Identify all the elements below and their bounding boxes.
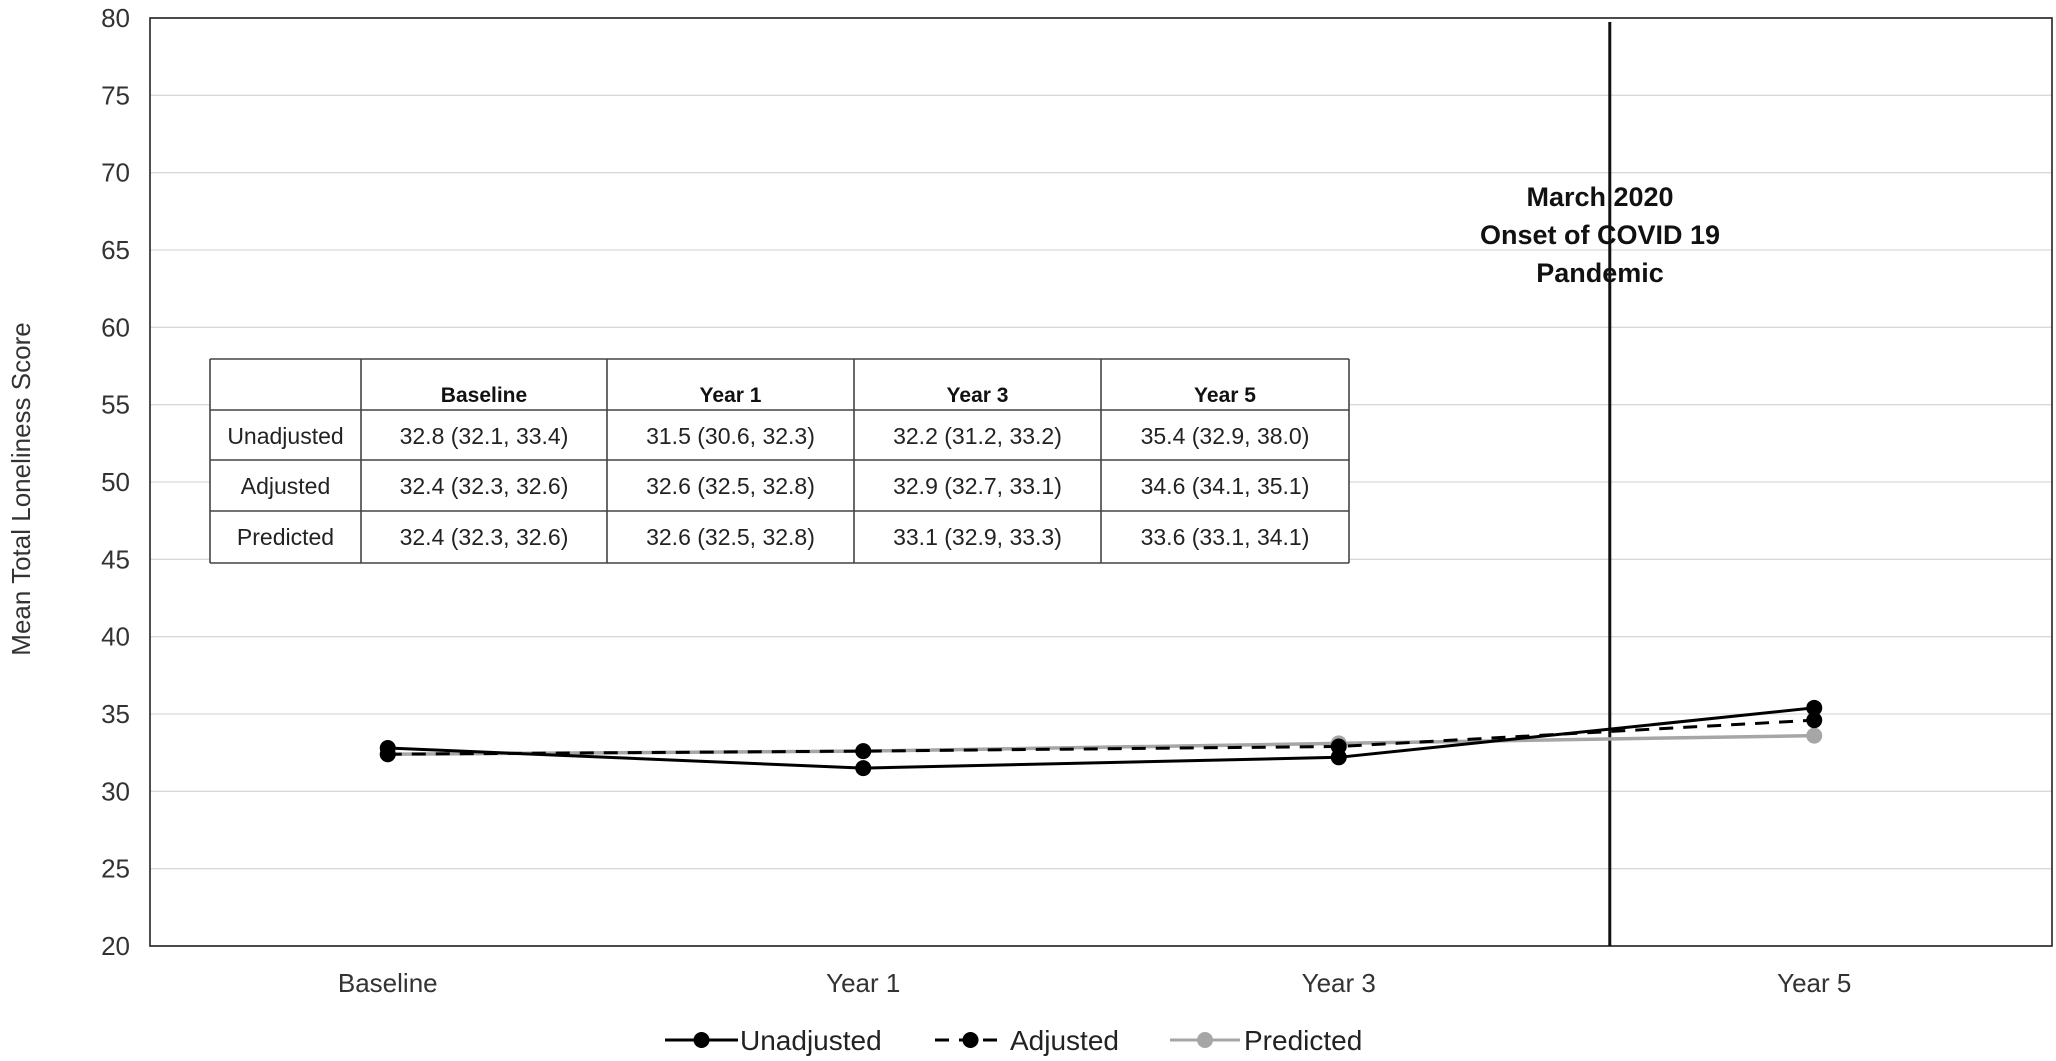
table-cell: 32.4 (32.3, 32.6) xyxy=(400,473,569,499)
series-lines xyxy=(379,699,1823,777)
table-cell: 32.4 (32.3, 32.6) xyxy=(400,524,569,550)
table-cell: 32.9 (32.7, 33.1) xyxy=(893,473,1062,499)
table-cell: 33.1 (32.9, 33.3) xyxy=(893,524,1062,550)
y-axis-ticks: 20 25 30 35 40 45 50 55 60 65 70 75 80 xyxy=(101,3,130,961)
table-cell: 32.2 (31.2, 33.2) xyxy=(893,423,1062,449)
y-tick-label: 20 xyxy=(101,931,130,961)
covid-annotation: March 2020 Onset of COVID 19 Pandemic xyxy=(1480,22,1720,946)
data-point-adjusted xyxy=(1330,738,1347,755)
table-header-cell: Year 1 xyxy=(700,384,762,407)
table-cell: 31.5 (30.6, 32.3) xyxy=(646,423,815,449)
data-point-adjusted xyxy=(379,746,396,763)
y-tick-label: 80 xyxy=(101,3,130,33)
y-tick-label: 55 xyxy=(101,390,130,420)
series-line-predicted xyxy=(387,733,1815,756)
table-cell: 35.4 (32.9, 38.0) xyxy=(1141,423,1310,449)
table-cell: Unadjusted xyxy=(227,423,343,449)
y-tick-label: 65 xyxy=(101,235,130,265)
data-table: Baseline Year 1 Year 3 Year 5 Unadjusted 32.8… xyxy=(209,358,1350,564)
y-tick-label: 70 xyxy=(101,158,130,188)
y-tick-label: 45 xyxy=(101,544,130,574)
data-point-predicted xyxy=(1806,727,1823,744)
data-point-adjusted xyxy=(1806,712,1823,729)
table-cell: 32.6 (32.5, 32.8) xyxy=(646,524,815,550)
x-tick-label: Year 3 xyxy=(1302,968,1376,998)
table-header-cell: Year 5 xyxy=(1194,384,1256,407)
x-axis-ticks: Baseline Year 1 Year 3 Year 5 xyxy=(338,968,1851,998)
table-background xyxy=(210,359,1349,563)
legend-label-adjusted: Adjusted xyxy=(1010,1025,1119,1056)
y-tick-label: 25 xyxy=(101,854,130,884)
annotation-text: March 2020 xyxy=(1526,182,1673,212)
table-cell: 32.6 (32.5, 32.8) xyxy=(646,473,815,499)
data-point-unadjusted xyxy=(1806,699,1823,716)
table-cell: Predicted xyxy=(237,524,334,550)
table-cell: 32.8 (32.1, 33.4) xyxy=(400,423,569,449)
series-line-adjusted xyxy=(387,718,1815,756)
data-point-adjusted xyxy=(855,743,872,760)
legend: Unadjusted Adjusted Predicted xyxy=(665,1025,1362,1056)
legend-marker-unadjusted xyxy=(693,1032,710,1048)
x-tick-label: Baseline xyxy=(338,968,438,998)
y-tick-label: 50 xyxy=(101,467,130,497)
legend-marker-predicted xyxy=(1197,1032,1213,1048)
x-tick-label: Year 5 xyxy=(1777,968,1851,998)
table-header-cell: Year 3 xyxy=(947,384,1009,407)
y-tick-label: 75 xyxy=(101,80,130,110)
y-tick-label: 60 xyxy=(101,312,130,342)
plot-border xyxy=(149,17,2053,947)
annotation-text: Pandemic xyxy=(1536,258,1664,288)
plot-frame xyxy=(149,17,2053,947)
data-point-unadjusted xyxy=(855,760,872,777)
annotation-text: Onset of COVID 19 xyxy=(1480,220,1720,250)
y-axis-label: Mean Total Loneliness Score xyxy=(6,322,36,655)
table-header-cell: Baseline xyxy=(441,384,527,407)
x-tick-label: Year 1 xyxy=(826,968,900,998)
table-cell: 34.6 (34.1, 35.1) xyxy=(1141,473,1310,499)
y-tick-label: 40 xyxy=(101,622,130,652)
y-tick-label: 30 xyxy=(101,776,130,806)
table-cell: 33.6 (33.1, 34.1) xyxy=(1141,524,1310,550)
legend-label-unadjusted: Unadjusted xyxy=(740,1025,882,1056)
legend-label-predicted: Predicted xyxy=(1244,1025,1362,1056)
table-cell: Adjusted xyxy=(241,473,331,499)
y-tick-label: 35 xyxy=(101,699,130,729)
legend-marker-adjusted xyxy=(962,1032,979,1048)
